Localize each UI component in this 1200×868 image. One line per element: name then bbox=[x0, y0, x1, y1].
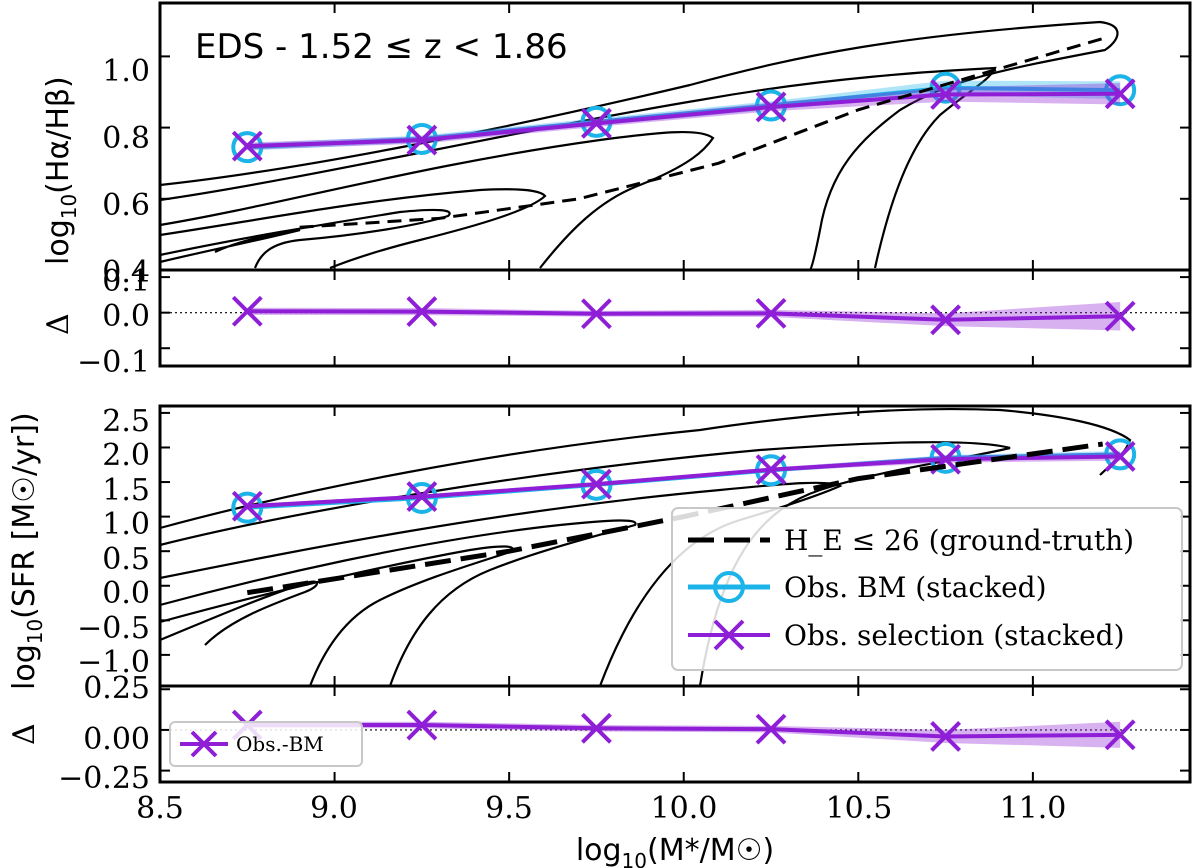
ytick-label: −0.25 bbox=[58, 761, 150, 796]
legend-bm-label: Obs. BM (stacked) bbox=[784, 571, 1047, 604]
selection-marker bbox=[231, 295, 263, 327]
legend-sel-label: Obs. selection (stacked) bbox=[784, 619, 1125, 652]
selection-marker bbox=[755, 713, 787, 745]
ytick-label: 0.0 bbox=[102, 299, 150, 334]
series-line bbox=[247, 454, 1121, 509]
xtick-label: 8.5 bbox=[136, 791, 184, 826]
selection-marker bbox=[581, 468, 612, 500]
selection-marker bbox=[406, 709, 438, 741]
top-delta-frame bbox=[158, 268, 1192, 368]
ytick-label: −0.5 bbox=[77, 611, 150, 646]
top-contours bbox=[159, 20, 1119, 271]
selection-marker bbox=[755, 454, 787, 486]
bottom-main-ylabel: log10(SFR [M☉/yr]) bbox=[7, 412, 47, 690]
redshift-annotation: EDS - 1.52 ≤ z < 1.86 bbox=[195, 27, 568, 67]
ytick-label: 0.0 bbox=[102, 576, 150, 611]
ytick-label: 2.5 bbox=[102, 404, 150, 439]
legend-sel-marker bbox=[713, 619, 745, 651]
ytick-label: 0.1 bbox=[102, 264, 150, 299]
top-main-yticks: 0.4 0.6 0.8 1.0 bbox=[102, 54, 150, 290]
uncertainty-band bbox=[247, 302, 1121, 331]
selection-marker bbox=[581, 298, 612, 330]
bottom-delta-yticks: −0.25 0.00 0.25 bbox=[58, 671, 150, 796]
ytick-label: 0.25 bbox=[83, 671, 150, 706]
ytick-label: 0.00 bbox=[83, 722, 150, 757]
delta-legend-label: Obs.-BM bbox=[236, 732, 324, 756]
top-delta-yticks: −0.1 0.0 0.1 bbox=[77, 264, 150, 380]
ytick-label: 2.0 bbox=[102, 438, 150, 473]
delta-legend-box bbox=[169, 721, 363, 767]
bottom-delta-frame bbox=[158, 684, 1192, 784]
series-line bbox=[247, 723, 1121, 739]
bm-marker bbox=[1104, 438, 1137, 471]
uncertainty-band bbox=[247, 721, 1121, 748]
selection-marker bbox=[1104, 441, 1136, 472]
selection-marker bbox=[406, 124, 438, 156]
ytick-label: 1.5 bbox=[102, 473, 150, 508]
delta-legend: Obs.-BM bbox=[169, 721, 363, 767]
ytick-label: 1.0 bbox=[102, 54, 150, 89]
ytick-label: −1.0 bbox=[77, 645, 150, 680]
selection-marker bbox=[930, 721, 962, 752]
xtick-label: 10.0 bbox=[651, 791, 718, 826]
ytick-label: 1.0 bbox=[102, 507, 150, 542]
main-legend: H_E ≤ 26 (ground-truth) Obs. BM (stacked… bbox=[671, 507, 1183, 671]
selection-marker bbox=[581, 712, 612, 744]
bm-marker bbox=[231, 491, 264, 524]
ground-truth-line bbox=[299, 37, 1104, 229]
xtick-label: 11.0 bbox=[1000, 791, 1067, 826]
selection-marker bbox=[581, 107, 612, 139]
ytick-label: 0.5 bbox=[102, 542, 150, 577]
top-delta-ylabel: Δ bbox=[41, 313, 76, 335]
selection-marker bbox=[755, 91, 787, 123]
xtick-label: 10.5 bbox=[826, 791, 893, 826]
legend-ground-truth-label: H_E ≤ 26 (ground-truth) bbox=[784, 524, 1134, 557]
series-line bbox=[247, 91, 1121, 149]
selection-marker bbox=[231, 130, 263, 162]
selection-marker bbox=[1104, 719, 1136, 751]
ytick-label: 0.4 bbox=[102, 255, 150, 290]
selection-marker bbox=[406, 481, 438, 512]
xtick-label: 9.5 bbox=[485, 791, 533, 826]
bm-marker bbox=[1104, 74, 1137, 107]
selection-marker bbox=[1104, 300, 1136, 332]
series-line bbox=[247, 309, 1121, 322]
bottom-delta-ylabel: Δ bbox=[7, 723, 42, 745]
selection-marker bbox=[930, 79, 962, 110]
x-axis-label: log10(M*/M☉) bbox=[576, 833, 774, 868]
xtick-label: 9.0 bbox=[310, 791, 358, 826]
x-ticks: 8.5 9.0 9.5 10.0 10.5 11.0 bbox=[136, 791, 1066, 826]
ytick-label: 0.8 bbox=[102, 121, 150, 156]
selection-marker bbox=[406, 296, 438, 328]
bottom-main-yticks: −1.0 −0.5 0.0 0.5 1.0 1.5 2.0 2.5 bbox=[77, 404, 150, 680]
selection-marker bbox=[1104, 78, 1136, 110]
legend-bm-marker bbox=[713, 571, 745, 603]
selection-marker bbox=[755, 297, 787, 329]
selection-marker bbox=[231, 490, 263, 522]
ytick-label: −0.1 bbox=[77, 345, 150, 380]
delta-legend-marker bbox=[190, 730, 218, 758]
selection-marker bbox=[930, 304, 962, 336]
legend-box bbox=[671, 507, 1183, 671]
ytick-label: 0.6 bbox=[102, 188, 150, 223]
top-main-ylabel: log10(Hα/Hβ) bbox=[41, 76, 81, 265]
